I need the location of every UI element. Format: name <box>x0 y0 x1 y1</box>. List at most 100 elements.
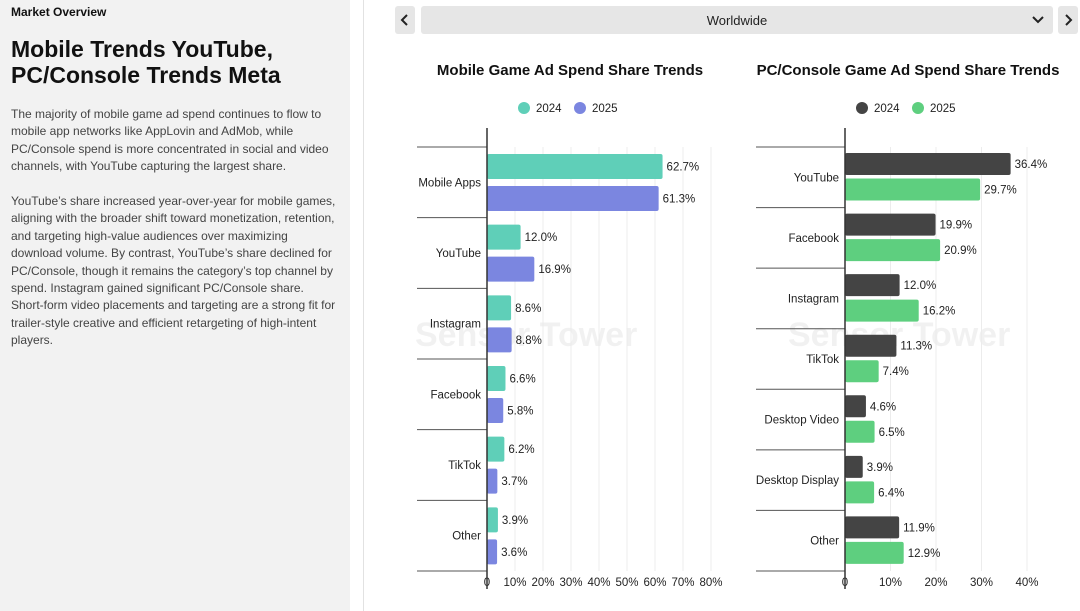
mobile-chart-title: Mobile Game Ad Spend Share Trends <box>437 62 703 79</box>
mobile-bar-youtube-2024 <box>487 224 521 250</box>
body-paragraph-2: YouTube’s share increased year-over-year… <box>11 194 336 348</box>
mobile-category-label-mobile-apps: Mobile Apps <box>418 177 481 189</box>
pc-bar-facebook-2024 <box>845 213 936 236</box>
section-label: Market Overview <box>11 5 107 19</box>
pc-tick-label: 40% <box>1015 577 1038 589</box>
pc-data-label-tiktok-2025: 7.4% <box>883 366 909 378</box>
pc-category-label-tiktok: TikTok <box>806 354 839 366</box>
pc-category-label-desktop-display: Desktop Display <box>756 475 839 487</box>
mobile-category-label-tiktok: TikTok <box>448 460 481 472</box>
pc-data-label-youtube-2025: 29.7% <box>984 185 1017 197</box>
next-button[interactable] <box>1058 6 1078 34</box>
mobile-tick-label: 40% <box>587 577 610 589</box>
pc-watermark: Sensor Tower <box>788 316 1010 354</box>
mobile-category-label-instagram: Instagram <box>430 319 481 331</box>
pc-bar-desktop-display-2025 <box>845 481 875 504</box>
mobile-bar-facebook-2024 <box>487 366 506 391</box>
pc-bar-desktop-display-2024 <box>845 455 863 478</box>
pc-data-label-desktop-video-2025: 6.5% <box>879 427 905 439</box>
previous-button[interactable] <box>395 6 415 34</box>
pc-bar-facebook-2025 <box>845 239 941 262</box>
pc-data-label-facebook-2024: 19.9% <box>940 220 973 232</box>
mobile-tick-label: 30% <box>559 577 582 589</box>
mobile-data-label-tiktok-2025: 3.7% <box>501 476 527 488</box>
pc-data-label-desktop-display-2025: 6.4% <box>878 487 904 499</box>
mobile-tick-label: 20% <box>531 577 554 589</box>
mobile-data-label-instagram-2025: 8.8% <box>516 335 542 347</box>
pc-data-label-instagram-2025: 16.2% <box>923 306 956 318</box>
mobile-bar-facebook-2025 <box>487 398 504 423</box>
pc-legend-label-2024: 2024 <box>874 103 900 115</box>
pc-tick-label: 30% <box>970 577 993 589</box>
pc-data-label-desktop-display-2024: 3.9% <box>867 462 893 474</box>
pc-data-label-youtube-2024: 36.4% <box>1015 159 1048 171</box>
mobile-bar-other-2024 <box>487 507 498 533</box>
pc-category-label-youtube: YouTube <box>794 172 839 184</box>
mobile-tick-label: 10% <box>503 577 526 589</box>
pc-data-label-instagram-2024: 12.0% <box>904 280 937 292</box>
region-dropdown[interactable]: Worldwide <box>421 6 1053 34</box>
mobile-data-label-instagram-2024: 8.6% <box>515 303 541 315</box>
mobile-watermark: Sensor Tower <box>415 316 637 354</box>
mobile-data-label-mobile-apps-2025: 61.3% <box>663 194 696 206</box>
pc-bar-youtube-2024 <box>845 153 1011 175</box>
mobile-data-label-facebook-2025: 5.8% <box>507 406 533 418</box>
pc-bar-instagram-2025 <box>845 299 919 322</box>
mobile-data-label-youtube-2025: 16.9% <box>538 264 571 276</box>
narrative-panel: Market Overview Mobile Trends YouTube, P… <box>0 0 350 611</box>
pc-bar-desktop-video-2025 <box>845 420 875 443</box>
pc-bar-tiktok-2025 <box>845 360 879 383</box>
mobile-legend-swatch-2025 <box>574 102 586 114</box>
pc-legend-swatch-2024 <box>856 102 868 114</box>
pc-data-label-tiktok-2024: 11.3% <box>900 341 932 353</box>
panel-divider <box>363 0 364 611</box>
mobile-data-label-mobile-apps-2024: 62.7% <box>667 162 700 174</box>
pc-data-label-desktop-video-2024: 4.6% <box>870 401 896 413</box>
pc-bar-desktop-video-2024 <box>845 395 866 418</box>
mobile-data-label-youtube-2024: 12.0% <box>525 232 558 244</box>
chevron-down-icon <box>1032 16 1044 24</box>
mobile-legend-label-2025: 2025 <box>592 103 618 115</box>
mobile-tick-label: 50% <box>615 577 638 589</box>
mobile-data-label-other-2025: 3.6% <box>501 547 527 559</box>
pc-bar-other-2024 <box>845 516 900 539</box>
region-value: Worldwide <box>706 13 768 28</box>
chevron-left-icon <box>400 14 408 26</box>
mobile-tick-label: 60% <box>643 577 666 589</box>
mobile-bar-instagram-2025 <box>487 327 512 353</box>
pc-category-label-instagram: Instagram <box>788 293 839 305</box>
mobile-data-label-other-2024: 3.9% <box>502 515 528 527</box>
mobile-data-label-facebook-2024: 6.6% <box>509 374 535 386</box>
pc-legend-label-2025: 2025 <box>930 103 956 115</box>
body-paragraph-1: The majority of mobile game ad spend con… <box>11 107 329 174</box>
mobile-category-label-facebook: Facebook <box>430 389 481 401</box>
mobile-bar-mobile-apps-2024 <box>487 154 663 179</box>
pc-data-label-other-2024: 11.9% <box>903 522 935 534</box>
pc-bar-other-2025 <box>845 541 904 564</box>
mobile-tick-label: 80% <box>699 577 722 589</box>
mobile-bar-tiktok-2024 <box>487 436 505 462</box>
mobile-bar-tiktok-2025 <box>487 468 498 494</box>
pc-data-label-facebook-2025: 20.9% <box>944 245 977 257</box>
pc-bar-instagram-2024 <box>845 274 900 297</box>
pc-data-label-other-2025: 12.9% <box>908 548 941 560</box>
pc-legend-swatch-2025 <box>912 102 924 114</box>
pc-category-label-facebook: Facebook <box>788 233 839 245</box>
pc-chart-title: PC/Console Game Ad Spend Share Trends <box>757 62 1060 79</box>
pc-bar-youtube-2025 <box>845 178 981 201</box>
mobile-data-label-tiktok-2024: 6.2% <box>508 444 534 456</box>
mobile-legend-swatch-2024 <box>518 102 530 114</box>
mobile-category-label-other: Other <box>452 531 481 543</box>
mobile-bar-instagram-2024 <box>487 295 512 321</box>
pc-category-label-desktop-video: Desktop Video <box>764 415 839 427</box>
mobile-category-label-youtube: YouTube <box>436 248 481 260</box>
mobile-tick-label: 70% <box>671 577 694 589</box>
pc-tick-label: 10% <box>879 577 902 589</box>
mobile-bar-other-2025 <box>487 539 498 565</box>
mobile-bar-youtube-2025 <box>487 256 535 282</box>
mobile-bar-mobile-apps-2025 <box>487 186 659 211</box>
chevron-right-icon <box>1065 14 1073 26</box>
pc-tick-label: 20% <box>924 577 947 589</box>
